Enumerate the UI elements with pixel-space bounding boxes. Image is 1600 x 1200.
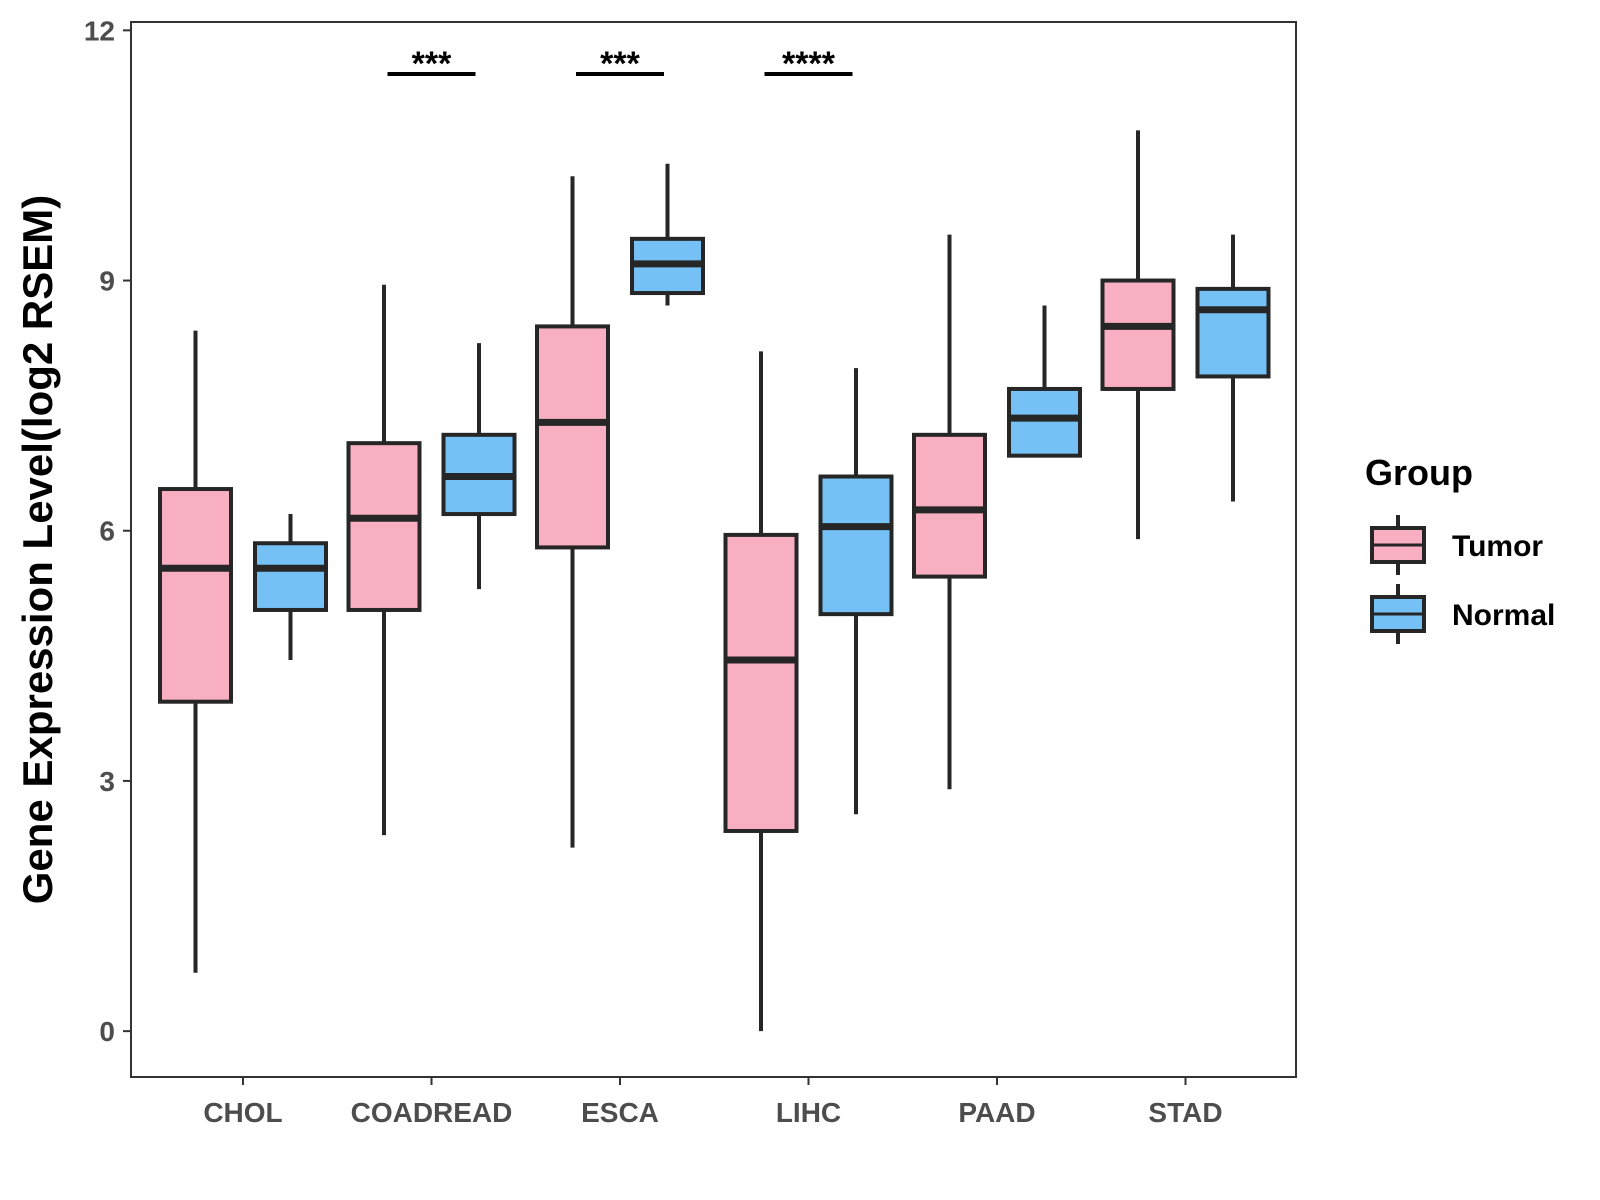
box-normal-stad (1195, 234, 1271, 502)
significance-label: **** (782, 45, 836, 83)
box-normal-chol (253, 514, 328, 661)
box-body (535, 324, 610, 550)
box-body (1007, 386, 1082, 458)
legend: Group Tumor Normal (1365, 452, 1555, 644)
x-tick-label-esca: ESCA (581, 1097, 659, 1128)
box-tumor-lihc (723, 351, 799, 1032)
box-body (912, 432, 987, 579)
significance-lihc: **** (764, 45, 853, 83)
box-tumor-stad (1100, 130, 1176, 540)
significance-coadread: *** (387, 45, 476, 83)
legend-title: Group (1365, 452, 1473, 493)
y-tick-label-0: 0 (99, 1016, 115, 1047)
x-tick-label-chol: CHOL (203, 1097, 282, 1128)
y-tick-label-12: 12 (84, 15, 115, 46)
legend-label: Normal (1452, 599, 1555, 632)
plot-panel-border (130, 21, 1297, 1078)
significance-label: *** (412, 45, 452, 83)
y-tick-label-9: 9 (99, 266, 115, 297)
box-body (818, 474, 894, 617)
box-normal-lihc (818, 368, 894, 815)
box-tumor-paad (912, 234, 987, 790)
box-tumor-esca (535, 176, 610, 848)
y-tick-label-3: 3 (99, 766, 115, 797)
legend-label: Tumor (1452, 530, 1543, 563)
box-body (253, 541, 328, 612)
x-tick-label-coadread: COADREAD (351, 1097, 513, 1128)
box-body (1195, 286, 1271, 379)
box-normal-esca (630, 163, 705, 306)
axes: 0 3 6 9 12 Gene Expression Level(log2 RSEM) CH… (14, 15, 1297, 1128)
box-tumor-coadread (346, 284, 422, 836)
box-normal-paad (1007, 305, 1082, 458)
legend-item-normal: Normal (1370, 584, 1555, 644)
box-body (1100, 278, 1176, 391)
x-tick-label-stad: STAD (1148, 1097, 1222, 1128)
plot-area: *** *** **** (158, 45, 1271, 1032)
box-body (158, 487, 233, 704)
legend-item-tumor: Tumor (1370, 515, 1543, 575)
x-tick-label-lihc: LIHC (776, 1097, 841, 1128)
y-axis-title: Gene Expression Level(log2 RSEM) (14, 195, 61, 905)
box-body (723, 532, 799, 833)
significance-esca: *** (576, 45, 664, 83)
significance-label: *** (600, 45, 640, 83)
box-body (346, 441, 422, 612)
y-tick-label-6: 6 (99, 516, 115, 547)
x-tick-label-paad: PAAD (958, 1097, 1035, 1128)
box-tumor-chol (158, 330, 233, 973)
box-normal-coadread (441, 343, 517, 590)
